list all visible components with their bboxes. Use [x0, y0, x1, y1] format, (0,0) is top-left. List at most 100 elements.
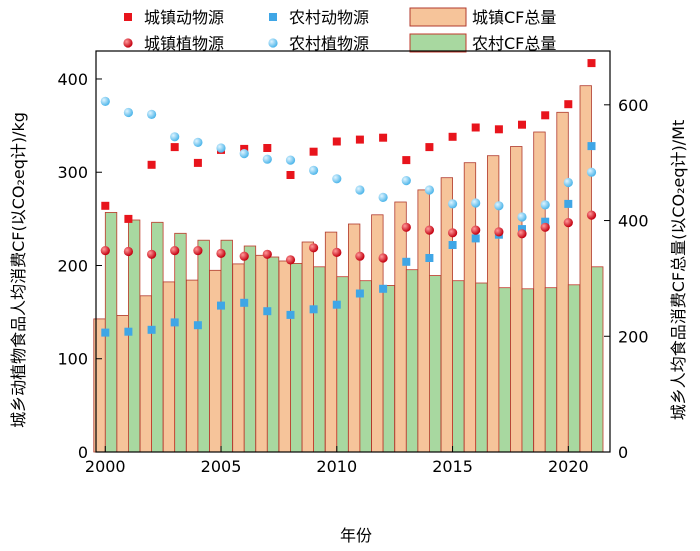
point-城镇动物源-2011	[355, 135, 364, 144]
y-right-tick-label-200: 200	[618, 327, 649, 346]
point-农村植物源-2020	[563, 177, 573, 188]
bar-农村CF总量-2020	[567, 284, 581, 453]
y-right-tick-label-600: 600	[618, 96, 649, 115]
bar-农村CF总量-2012	[382, 284, 396, 453]
point-农村动物源-2008	[286, 310, 295, 319]
point-农村动物源-2002	[147, 325, 156, 334]
point-城镇植物源-2004	[193, 246, 203, 256]
point-农村植物源-2002	[147, 109, 157, 119]
point-城镇动物源-2007	[263, 144, 272, 152]
point-城镇植物源-2008	[285, 255, 296, 265]
y-axis-left-title: 城乡动植物食品人均消费CF(以CO₂eq计)/kg	[9, 112, 28, 428]
bar-城镇CF总量-2005	[209, 269, 222, 453]
point-农村植物源-2019	[540, 200, 550, 210]
point-城镇动物源-2000	[101, 201, 110, 210]
legend-label-城镇植物源: 城镇植物源	[144, 34, 224, 53]
point-城镇动物源-2006	[240, 144, 249, 153]
point-农村植物源-2011	[355, 185, 365, 195]
bar-城镇CF总量-2015	[440, 177, 454, 453]
bar-城镇CF总量-2021	[579, 85, 592, 453]
point-农村植物源-2004	[193, 137, 203, 147]
bar-城镇CF总量-2006	[232, 263, 245, 453]
point-农村动物源-2019	[541, 217, 550, 226]
point-城镇动物源-2002	[147, 160, 156, 169]
point-农村动物源-2009	[309, 305, 318, 314]
point-农村动物源-2013	[402, 257, 411, 266]
legend-swatch-城镇植物源	[123, 38, 133, 48]
bar-农村CF总量-2019	[544, 287, 558, 453]
point-城镇植物源-2019	[540, 222, 550, 232]
bar-农村CF总量-2003	[174, 232, 187, 453]
point-农村植物源-2007	[262, 154, 272, 164]
point-农村植物源-2008	[285, 155, 296, 165]
point-城镇动物源-2014	[425, 143, 434, 152]
point-城镇动物源-2020	[564, 100, 573, 109]
point-城镇植物源-2014	[424, 225, 434, 235]
point-农村动物源-2003	[170, 318, 179, 327]
x-tick-label-2000: 2000	[85, 457, 126, 476]
point-农村植物源-2014	[424, 185, 434, 195]
legend-label-城镇动物源: 城镇动物源	[144, 8, 224, 27]
bar-农村CF总量-2011	[359, 280, 372, 453]
point-城镇动物源-2001	[124, 214, 133, 223]
point-城镇植物源-2003	[170, 246, 180, 256]
point-城镇动物源-2019	[541, 111, 550, 120]
bar-农村CF总量-2017	[498, 287, 511, 453]
point-农村植物源-2012	[378, 192, 388, 202]
y-right-tick-label-400: 400	[618, 212, 649, 231]
point-城镇植物源-2016	[471, 225, 481, 235]
point-城镇植物源-2000	[100, 246, 110, 256]
legend-swatch-农村植物源	[268, 38, 278, 48]
point-城镇植物源-2010	[332, 247, 342, 257]
point-城镇动物源-2004	[193, 158, 202, 167]
point-农村动物源-2020	[564, 199, 573, 208]
point-农村动物源-2006	[240, 298, 249, 307]
y-left-tick-label-400: 400	[57, 70, 88, 89]
point-农村动物源-2021	[587, 142, 596, 151]
point-城镇植物源-2006	[239, 251, 249, 261]
point-城镇植物源-2015	[448, 228, 458, 238]
bar-农村CF总量-2006	[243, 245, 257, 453]
point-农村动物源-2015	[448, 241, 457, 249]
y-left-tick-label-200: 200	[57, 256, 88, 275]
point-城镇植物源-2002	[147, 249, 157, 259]
legend-swatch-农村动物源	[269, 13, 277, 21]
point-城镇动物源-2010	[332, 137, 341, 146]
bar-农村CF总量-2021	[591, 266, 604, 453]
point-农村动物源-2012	[379, 284, 388, 293]
point-城镇动物源-2009	[309, 147, 318, 156]
bar-城镇CF总量-2020	[556, 111, 569, 453]
point-农村植物源-2009	[309, 165, 319, 175]
point-农村植物源-2013	[401, 176, 411, 186]
bar-城镇CF总量-2009	[301, 241, 315, 453]
point-农村动物源-2005	[217, 301, 225, 310]
bar-城镇CF总量-2003	[162, 281, 176, 453]
legend-label-农村植物源: 农村植物源	[289, 34, 369, 53]
point-农村动物源-2011	[355, 289, 364, 298]
point-城镇动物源-2021	[587, 59, 596, 68]
point-城镇动物源-2016	[471, 123, 480, 132]
point-农村动物源-2010	[332, 300, 341, 309]
bar-城镇CF总量-2012	[371, 214, 384, 453]
legend-swatch-城镇动物源	[124, 13, 132, 21]
bar-农村CF总量-2013	[405, 269, 419, 453]
point-农村植物源-2000	[100, 96, 110, 106]
y-right-tick-label-0: 0	[618, 443, 628, 462]
y-axis-right-title: 城乡人均食品消费CF总量(以CO₂eq计)/Mt	[669, 120, 688, 421]
point-农村动物源-2004	[193, 321, 202, 330]
point-农村动物源-2016	[471, 234, 480, 243]
bar-农村CF总量-2005	[220, 239, 233, 453]
point-城镇植物源-2018	[517, 229, 527, 239]
axes: 2000 2005 2010 2015 2020 0 100 200 300 400 0 200 400…	[57, 50, 649, 476]
bar-农村CF总量-2007	[266, 256, 280, 453]
point-农村动物源-2014	[425, 254, 434, 262]
point-城镇植物源-2013	[401, 222, 411, 232]
legend-label-农村CF总量: 农村CF总量	[472, 34, 556, 53]
x-tick-label-2010: 2010	[316, 457, 357, 476]
point-城镇动物源-2017	[494, 125, 503, 134]
plot-frame	[95, 50, 611, 453]
bar-城镇CF总量-2001	[116, 314, 129, 453]
bar-城镇CF总量-2017	[486, 155, 500, 453]
bar-农村CF总量-2004	[197, 239, 210, 453]
